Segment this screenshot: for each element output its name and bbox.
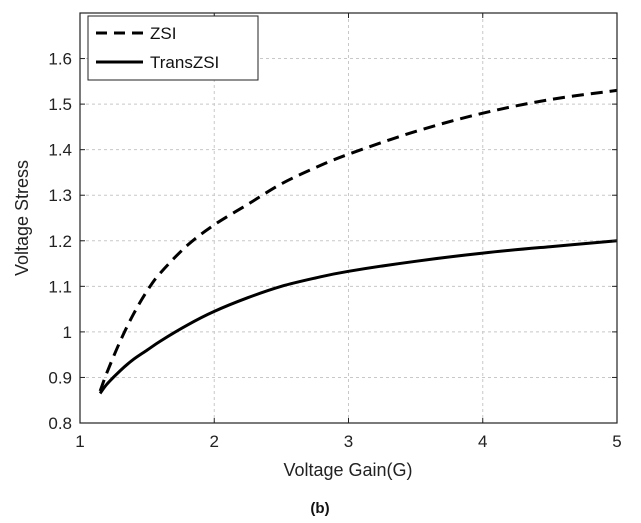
series-line-zsi: [98, 88, 618, 392]
y-tick-label: 1.3: [48, 186, 72, 205]
x-tick-label: 3: [344, 432, 353, 451]
x-tick-label: 4: [478, 432, 487, 451]
y-tick-label: 0.9: [48, 368, 72, 387]
y-axis-label: Voltage Stress: [12, 160, 32, 276]
x-axis-label: Voltage Gain(G): [283, 460, 412, 480]
axis-ticks: 1 2 3 4 5 0.8 0.9 1 1.1 1.2 1.3 1.4 1.5 1.6: [48, 13, 622, 451]
legend-label-zsi: ZSI: [150, 24, 176, 43]
x-tick-label: 5: [612, 432, 621, 451]
series-lines: [98, 88, 618, 395]
figure-caption: (b): [310, 500, 329, 517]
legend: ZSI TransZSI: [87, 15, 259, 81]
y-tick-label: 0.8: [48, 414, 72, 433]
x-tick-label: 1: [75, 432, 84, 451]
y-tick-label: 1.5: [48, 95, 72, 114]
y-tick-label: 1.4: [48, 141, 72, 160]
x-tick-label: 2: [210, 432, 219, 451]
legend-box: [87, 15, 259, 81]
series-line-transzsi: [98, 239, 618, 395]
y-tick-label: 1.1: [48, 277, 72, 296]
y-tick-label: 1.2: [48, 232, 72, 251]
legend-label-transzsi: TransZSI: [150, 53, 219, 72]
y-tick-label: 1.6: [48, 50, 72, 69]
y-tick-label: 1: [63, 323, 72, 342]
